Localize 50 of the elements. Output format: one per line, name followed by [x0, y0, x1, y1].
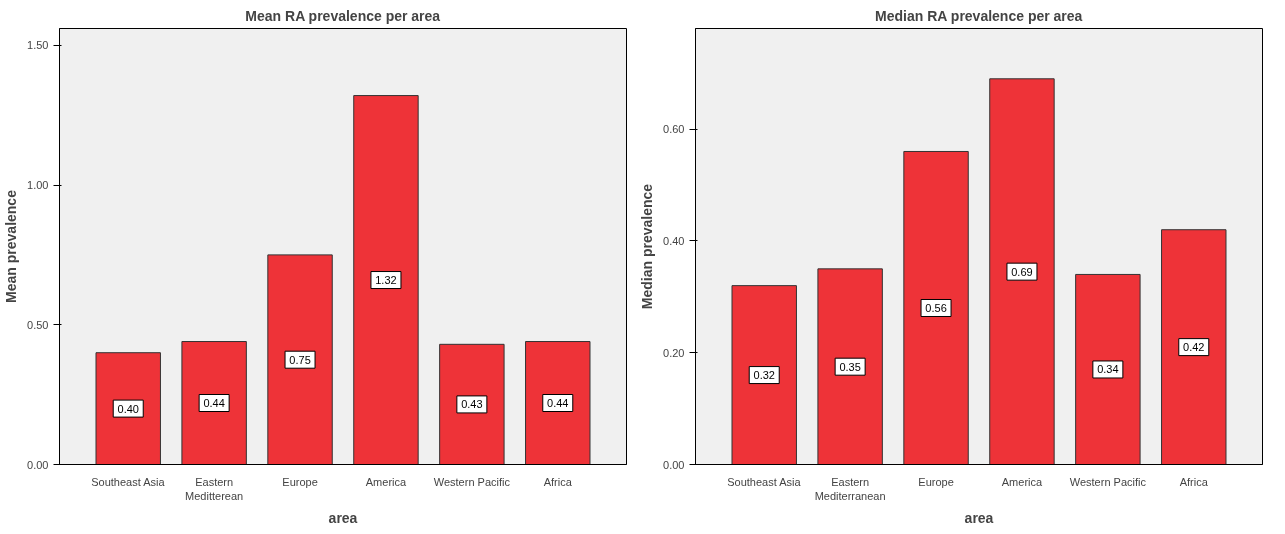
x-tick-label: Africa — [543, 475, 573, 488]
bar — [353, 95, 419, 465]
y-tick-label: 0.00 — [27, 458, 49, 471]
data-label: 0.42 — [1183, 341, 1205, 354]
x-tick-label: Europe — [918, 475, 954, 488]
x-tick-label: America — [365, 475, 408, 488]
data-label: 0.69 — [1011, 265, 1033, 278]
y-tick-label: 1.50 — [27, 39, 49, 52]
y-axis-title: Median prevalence — [639, 183, 656, 310]
data-label: 0.34 — [1097, 363, 1119, 376]
x-tick-label: Eastern Mediterranean — [814, 475, 886, 502]
bar — [731, 285, 797, 465]
y-tick-label: 0.00 — [663, 458, 685, 471]
x-tick-label: Western Pacific — [433, 475, 511, 488]
x-tick-label: Western Pacific — [1069, 475, 1147, 488]
y-tick-label: 0.60 — [663, 123, 685, 136]
y-tick-label: 0.50 — [27, 318, 49, 331]
x-tick-label: America — [1001, 475, 1044, 488]
x-tick-label: Africa — [1179, 475, 1209, 488]
bar — [525, 341, 591, 465]
data-label: 0.40 — [117, 402, 139, 415]
bar — [903, 150, 969, 465]
y-tick-label: 1.00 — [27, 179, 49, 192]
x-tick-label: Southeast Asia — [91, 475, 166, 488]
chart-title: Median RA prevalence per area — [875, 7, 1083, 24]
x-tick-label: Europe — [282, 475, 318, 488]
y-tick-label: 0.40 — [663, 234, 685, 247]
x-tick-label: Eastern Meditterean — [185, 475, 244, 502]
data-label: 0.44 — [203, 397, 225, 410]
data-label: 1.32 — [375, 274, 397, 287]
chart-title: Mean RA prevalence per area — [245, 7, 441, 24]
bar — [989, 78, 1055, 465]
bar — [1161, 229, 1227, 465]
data-label: 0.43 — [461, 398, 483, 411]
x-axis-title: area — [964, 509, 994, 526]
bar — [1075, 273, 1141, 465]
data-label: 0.44 — [547, 397, 569, 410]
data-label: 0.75 — [289, 353, 311, 366]
bar — [267, 254, 333, 465]
y-axis-title: Mean prevalence — [3, 189, 20, 303]
bar — [181, 341, 247, 465]
bar — [95, 352, 161, 465]
bar — [439, 343, 505, 465]
x-axis-title: area — [328, 509, 358, 526]
bar — [817, 268, 883, 465]
x-tick-label: Southeast Asia — [727, 475, 802, 488]
y-tick-label: 0.20 — [663, 346, 685, 359]
data-label: 0.35 — [839, 360, 861, 373]
data-label: 0.56 — [925, 301, 947, 314]
data-label: 0.32 — [753, 369, 775, 382]
